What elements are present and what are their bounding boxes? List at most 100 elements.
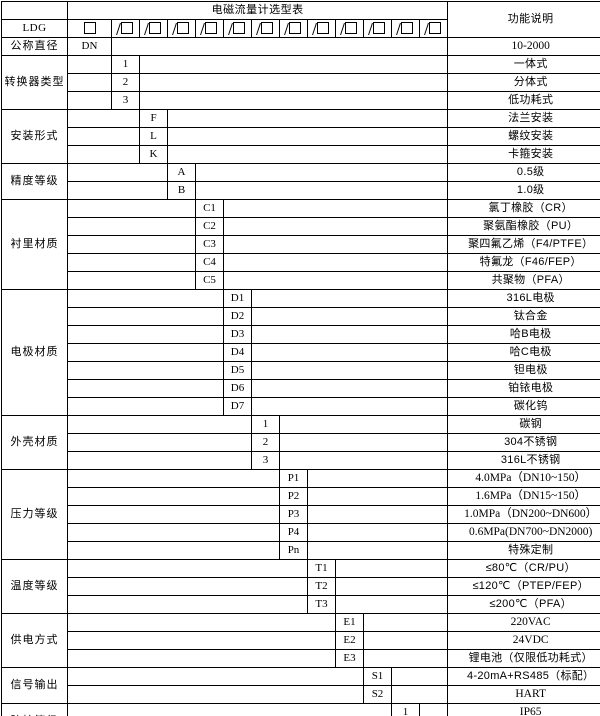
model-box-1[interactable] (111, 19, 140, 38)
code-cell-30[interactable]: T2 (307, 577, 336, 596)
code-cell-20[interactable]: D7 (223, 397, 252, 416)
description-cell-18: 钽电极 (447, 361, 600, 380)
table-row: E3 锂电池（仅限低功耗式） (2, 649, 600, 668)
row-spacer-left (67, 109, 140, 128)
description-cell-35: 4-20mA+RS485（标配） (447, 667, 600, 686)
row-spacer-right (110, 37, 449, 56)
code-cell-37[interactable]: 1 (391, 703, 420, 716)
code-cell-28[interactable]: Pn (279, 541, 308, 560)
row-spacer-right (250, 361, 449, 380)
description-cell-20: 碳化钨 (447, 397, 600, 416)
code-cell-21[interactable]: 1 (251, 415, 280, 434)
row-spacer-left (67, 505, 280, 524)
row-spacer-left (67, 415, 252, 434)
description-cell-27: 0.6MPa(DN700~DN2000) (447, 523, 600, 542)
code-cell-22[interactable]: 2 (251, 433, 280, 452)
code-cell-17[interactable]: D4 (223, 343, 252, 362)
sheet-title: 电磁流量计选型表 (66, 1, 449, 20)
row-spacer-right (250, 397, 449, 416)
model-box-2[interactable] (139, 19, 168, 38)
code-cell-2[interactable]: 2 (111, 73, 140, 92)
code-cell-34[interactable]: E3 (335, 649, 364, 668)
model-box-11[interactable] (391, 19, 420, 38)
code-cell-4[interactable]: F (139, 109, 168, 128)
table-row: C5 共聚物（PFA） (2, 271, 600, 290)
description-cell-25: 1.6MPa（DN15~150） (447, 487, 600, 506)
table-row: 公称直径 DN 10-2000 (1, 37, 600, 56)
group-label-1: 转换器类型 (1, 55, 68, 110)
model-box-10[interactable] (363, 19, 392, 38)
row-spacer-right (306, 541, 449, 560)
row-spacer-left (67, 667, 364, 686)
row-spacer-right (138, 55, 449, 74)
code-cell-5[interactable]: L (139, 127, 168, 146)
row-spacer-right (166, 127, 449, 146)
code-cell-36[interactable]: S2 (363, 685, 392, 704)
title-row: 电磁流量计选型表 功能说明 (1, 1, 600, 38)
code-cell-31[interactable]: T3 (307, 595, 336, 614)
code-cell-19[interactable]: D6 (223, 379, 252, 398)
model-box-8[interactable] (307, 19, 336, 38)
code-cell-35[interactable]: S1 (363, 667, 392, 686)
code-cell-32[interactable]: E1 (335, 613, 364, 632)
model-box-5[interactable] (223, 19, 252, 38)
row-spacer-left (67, 289, 224, 308)
row-spacer-right (222, 235, 449, 254)
model-box-7[interactable] (279, 19, 308, 38)
row-spacer-right (222, 253, 449, 272)
code-cell-23[interactable]: 3 (251, 451, 280, 470)
code-cell-27[interactable]: P4 (279, 523, 308, 542)
model-box-12[interactable] (418, 19, 449, 38)
description-cell-16: 哈B电极 (447, 325, 600, 344)
code-cell-18[interactable]: D5 (223, 361, 252, 380)
code-cell-24[interactable]: P1 (279, 469, 308, 488)
row-spacer-left (67, 199, 196, 218)
group-label-9: 供电方式 (1, 613, 68, 668)
description-cell-33: 24VDC (447, 631, 600, 650)
model-box-4[interactable] (195, 19, 224, 38)
row-spacer-left (67, 379, 224, 398)
code-cell-33[interactable]: E2 (335, 631, 364, 650)
row-spacer-left (67, 73, 112, 92)
code-cell-8[interactable]: B (167, 181, 196, 200)
row-spacer-left (67, 307, 224, 326)
code-cell-7[interactable]: A (167, 163, 196, 182)
model-box-3[interactable] (167, 19, 196, 38)
table-row: 防护等级 1 IP65 (1, 703, 600, 716)
code-cell-15[interactable]: D2 (223, 307, 252, 326)
row-spacer-right (278, 433, 449, 452)
description-cell-6: 卡箍安装 (447, 145, 600, 164)
description-cell-36: HART (447, 685, 600, 704)
code-cell-3[interactable]: 3 (111, 91, 140, 110)
group-label-2: 安装形式 (1, 109, 68, 164)
row-spacer-left (67, 685, 364, 704)
title-spacer (1, 1, 68, 20)
code-cell-16[interactable]: D3 (223, 325, 252, 344)
code-cell-10[interactable]: C2 (195, 217, 224, 236)
description-cell-3: 低功耗式 (447, 91, 600, 110)
model-box-6[interactable] (251, 19, 280, 38)
code-cell-9[interactable]: C1 (195, 199, 224, 218)
model-box-9[interactable] (335, 19, 364, 38)
description-cell-5: 螺纹安装 (447, 127, 600, 146)
code-cell-12[interactable]: C4 (195, 253, 224, 272)
code-cell-1[interactable]: 1 (111, 55, 140, 74)
row-spacer-right (390, 667, 449, 686)
code-cell-29[interactable]: T1 (307, 559, 336, 578)
description-cell-2: 分体式 (447, 73, 600, 92)
code-cell-0[interactable]: DN (67, 37, 112, 56)
code-cell-14[interactable]: D1 (223, 289, 252, 308)
row-spacer-right (250, 379, 449, 398)
table-row: 压力等级 P1 4.0MPa（DN10~150） (1, 469, 600, 560)
code-cell-26[interactable]: P3 (279, 505, 308, 524)
model-box-0[interactable] (67, 19, 112, 38)
table-row: 精度等级 A 0.5级 (1, 163, 600, 200)
code-cell-11[interactable]: C3 (195, 235, 224, 254)
row-spacer-left (67, 523, 280, 542)
code-cell-6[interactable]: K (139, 145, 168, 164)
code-cell-25[interactable]: P2 (279, 487, 308, 506)
table-row: D5 钽电极 (2, 361, 600, 380)
code-cell-13[interactable]: C5 (195, 271, 224, 290)
